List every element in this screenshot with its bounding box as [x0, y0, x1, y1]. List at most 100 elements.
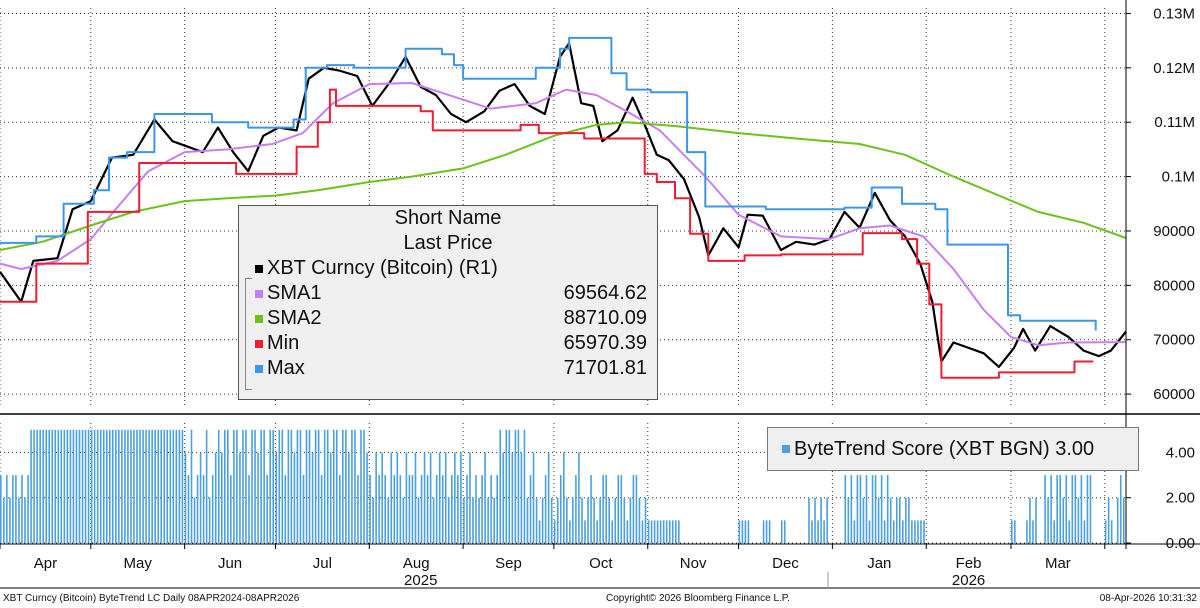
score-bar [1044, 475, 1046, 543]
score-bar [496, 475, 499, 543]
score-bar [463, 497, 465, 543]
score-bar [665, 520, 668, 543]
score-bar [190, 429, 193, 543]
score-bar [444, 452, 447, 543]
score-bar [641, 520, 644, 543]
score-bar [877, 497, 880, 543]
score-bar [154, 429, 156, 543]
score-bar [783, 520, 786, 543]
score-bar [1083, 520, 1086, 543]
score-bar [765, 520, 768, 543]
score-bar [917, 520, 919, 543]
score-bar [566, 497, 568, 543]
score-bar [387, 497, 390, 543]
score-bar [451, 475, 453, 543]
legend-header-short-name: Short Name [394, 207, 502, 229]
score-bar [668, 520, 671, 543]
score-bar [478, 497, 480, 543]
score-bar [1116, 497, 1119, 543]
score-bar [653, 520, 656, 543]
score-bar [1080, 475, 1083, 543]
score-bar [1104, 520, 1107, 543]
score-bar [254, 429, 256, 543]
legend-name-sma2: SMA2 [267, 307, 322, 329]
score-bar [862, 497, 865, 543]
score-bar [326, 429, 329, 543]
score-bar [911, 520, 913, 543]
score-bar [172, 429, 175, 543]
price-tick-label: 0.11M [1154, 114, 1195, 131]
score-bar [541, 497, 544, 543]
score-bar [396, 452, 399, 543]
score-bar [21, 475, 23, 543]
score-bar [78, 429, 81, 543]
month-label: Nov [680, 555, 707, 572]
score-bar [575, 475, 577, 543]
score-bar [505, 429, 508, 543]
score-bar [820, 497, 822, 543]
score-bar [299, 429, 302, 543]
legend-name-min: Min [267, 332, 300, 354]
score-bar [320, 475, 323, 543]
score-bar [357, 475, 359, 543]
score-bar [429, 452, 432, 543]
price-tick-label: 80000 [1153, 277, 1195, 294]
score-bar [596, 520, 598, 543]
score-bar [84, 429, 87, 543]
score-bar [635, 475, 638, 543]
score-bar [366, 452, 368, 543]
score-bar [211, 475, 214, 543]
score-bar [332, 429, 335, 543]
score-bar [15, 475, 17, 543]
score-bar [118, 429, 120, 543]
score-bar [581, 497, 583, 543]
score-tick-label: 4.00 [1166, 444, 1195, 461]
score-bar [880, 475, 883, 543]
score-bar [0, 475, 2, 543]
legend-row-sma1: SMA1 69564.62 [239, 281, 657, 306]
score-bar [626, 520, 629, 543]
series-line-max [0, 36, 1097, 331]
score-bar [399, 475, 402, 543]
score-bar [905, 497, 907, 543]
score-bar [544, 475, 547, 543]
score-bar [335, 429, 338, 543]
score-bar [181, 429, 184, 543]
score-bar [850, 475, 853, 543]
score-bar [284, 475, 287, 543]
score-bar [738, 520, 741, 543]
score-bar [895, 497, 898, 543]
score-bar [351, 429, 353, 543]
score-bar [263, 429, 265, 543]
score-bar [293, 452, 296, 543]
month-label: Jun [218, 555, 242, 572]
month-label: Aug [403, 555, 430, 572]
score-bar [493, 497, 495, 543]
price-legend: Short Name Last Price XBT Curncy (Bitcoi… [238, 205, 658, 400]
score-bar [381, 452, 383, 543]
score-bar [823, 520, 825, 543]
score-bar [466, 475, 468, 543]
footer-timestamp: 08-Apr-2026 10:31:32 [1099, 593, 1197, 604]
score-bar [762, 520, 765, 543]
score-legend-swatch [782, 445, 790, 453]
score-bar [342, 429, 344, 543]
score-bar [251, 429, 253, 543]
score-bar [1074, 475, 1077, 543]
score-bar [1047, 497, 1049, 543]
price-lines [0, 36, 1127, 379]
score-tick-label: 0.00 [1166, 535, 1195, 552]
score-bar [6, 475, 8, 543]
score-bar [12, 475, 14, 543]
score-bar [205, 429, 208, 543]
price-tick-label: 0.13M [1153, 5, 1195, 22]
score-bar [193, 497, 196, 543]
score-bar [245, 429, 247, 543]
score-bar [108, 429, 111, 543]
score-bar [556, 497, 559, 543]
score-bar [257, 452, 259, 543]
score-bar [1122, 497, 1125, 543]
legend-row-sma2: SMA2 88710.09 [239, 306, 657, 331]
score-bar [260, 429, 262, 543]
score-bar [18, 497, 20, 543]
